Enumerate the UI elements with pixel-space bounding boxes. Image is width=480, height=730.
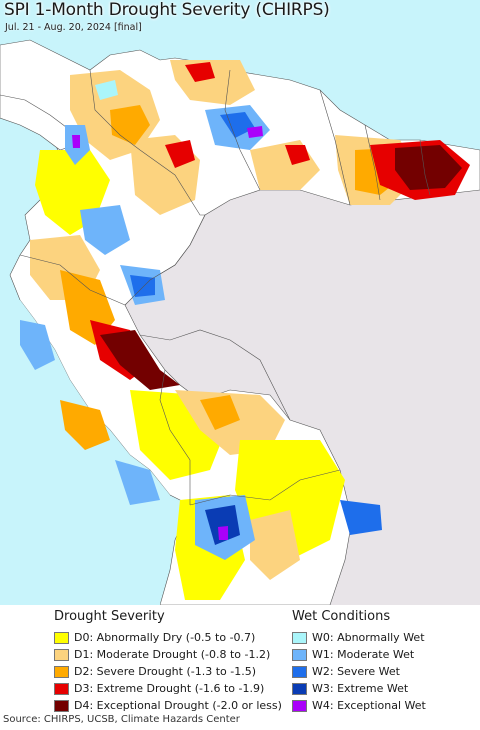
- map-svg: [0, 39, 480, 605]
- drought-legend-swatch: [54, 665, 69, 678]
- drought-legend: Drought Severity D0: Abnormally Dry (-0.…: [54, 609, 282, 714]
- drought-legend-label: D3: Extreme Drought (-1.6 to -1.9): [74, 682, 265, 695]
- drought-legend-swatch: [54, 648, 69, 661]
- wet-legend-swatch: [292, 631, 307, 644]
- wet-legend-swatch: [292, 648, 307, 661]
- wet-legend-label: W3: Extreme Wet: [312, 682, 409, 695]
- source-credit: Source: CHIRPS, UCSB, Climate Hazards Ce…: [3, 714, 240, 725]
- pacific-ocean: [0, 300, 170, 605]
- wet-legend-item: W1: Moderate Wet: [292, 646, 426, 663]
- drought-legend-swatch: [54, 699, 69, 712]
- drought-legend-label: D1: Moderate Drought (-0.8 to -1.2): [74, 648, 271, 661]
- wet-legend: Wet Conditions W0: Abnormally Wet W1: Mod…: [292, 609, 426, 714]
- wet-legend-label: W1: Moderate Wet: [312, 648, 415, 661]
- drought-legend-item: D1: Moderate Drought (-0.8 to -1.2): [54, 646, 282, 663]
- drought-legend-swatch: [54, 682, 69, 695]
- drought-legend-item: D0: Abnormally Dry (-0.5 to -0.7): [54, 629, 282, 646]
- drought-legend-heading: Drought Severity: [54, 609, 165, 624]
- wet-legend-item: W2: Severe Wet: [292, 663, 426, 680]
- drought-legend-label: D0: Abnormally Dry (-0.5 to -0.7): [74, 631, 256, 644]
- wet-legend-item: W4: Exceptional Wet: [292, 697, 426, 714]
- wet-legend-swatch: [292, 682, 307, 695]
- wet-legend-item: W0: Abnormally Wet: [292, 629, 426, 646]
- drought-map: SPI 1-Month Drought Severity (CHIRPS) Ju…: [0, 0, 480, 605]
- drought-legend-item: D3: Extreme Drought (-1.6 to -1.9): [54, 680, 282, 697]
- drought-legend-item: D2: Severe Drought (-1.3 to -1.5): [54, 663, 282, 680]
- legend: Drought Severity D0: Abnormally Dry (-0.…: [0, 605, 480, 713]
- country-borders: [19, 69, 431, 506]
- drought-legend-swatch: [54, 631, 69, 644]
- wet-legend-label: W4: Exceptional Wet: [312, 699, 426, 712]
- map-title: SPI 1-Month Drought Severity (CHIRPS): [4, 0, 330, 20]
- drought-legend-label: D2: Severe Drought (-1.3 to -1.5): [74, 665, 257, 678]
- wet-patches: [20, 80, 382, 560]
- wet-legend-swatch: [292, 699, 307, 712]
- wet-legend-heading: Wet Conditions: [292, 609, 391, 624]
- wet-legend-swatch: [292, 665, 307, 678]
- drought-legend-label: D4: Exceptional Drought (-2.0 or less): [74, 699, 282, 712]
- map-subtitle: Jul. 21 - Aug. 20, 2024 [final]: [5, 22, 142, 33]
- outside-region: [125, 190, 480, 605]
- drought-legend-item: D4: Exceptional Drought (-2.0 or less): [54, 697, 282, 714]
- wet-legend-item: W3: Extreme Wet: [292, 680, 426, 697]
- wet-legend-label: W2: Severe Wet: [312, 665, 400, 678]
- wet-legend-label: W0: Abnormally Wet: [312, 631, 425, 644]
